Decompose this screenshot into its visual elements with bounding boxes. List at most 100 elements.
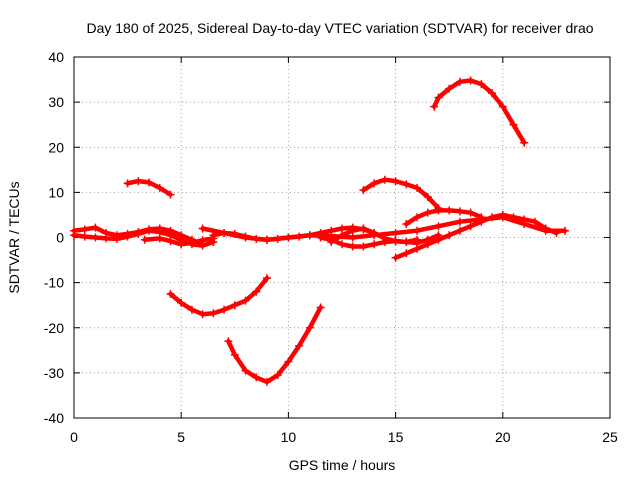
data-point bbox=[241, 232, 250, 241]
series-line-arc-5 bbox=[168, 275, 270, 317]
data-point bbox=[134, 229, 143, 238]
data-point bbox=[230, 350, 239, 359]
y-axis-label: SDTVAR / TECUs bbox=[6, 181, 22, 293]
data-point bbox=[187, 305, 196, 314]
data-point bbox=[338, 224, 346, 233]
data-point bbox=[140, 235, 149, 244]
data-point bbox=[423, 192, 432, 201]
y-tick-label: 20 bbox=[48, 139, 64, 155]
data-point bbox=[413, 226, 422, 235]
data-point bbox=[91, 233, 100, 242]
data-point bbox=[348, 242, 357, 251]
data-point bbox=[391, 253, 400, 262]
data-point bbox=[359, 242, 368, 251]
x-tick-label: 10 bbox=[281, 429, 297, 445]
y-tick-label: 40 bbox=[48, 49, 64, 65]
data-point bbox=[305, 231, 314, 240]
data-point bbox=[338, 240, 346, 249]
data-point bbox=[423, 208, 432, 217]
data-point bbox=[359, 224, 368, 233]
data-point bbox=[488, 89, 497, 98]
data-point bbox=[166, 289, 175, 298]
data-series bbox=[70, 76, 569, 386]
data-point bbox=[466, 208, 475, 217]
data-point bbox=[305, 323, 314, 332]
data-point bbox=[262, 235, 271, 244]
data-point bbox=[370, 240, 379, 249]
y-tick-label: 10 bbox=[48, 184, 64, 200]
data-point bbox=[262, 377, 271, 386]
data-point bbox=[380, 175, 389, 184]
data-point bbox=[391, 177, 400, 186]
data-point bbox=[488, 213, 497, 222]
data-point bbox=[509, 120, 518, 129]
data-point bbox=[445, 206, 454, 215]
data-point bbox=[252, 234, 261, 243]
y-tick-label: 0 bbox=[56, 230, 64, 246]
data-point bbox=[434, 206, 443, 215]
data-point bbox=[348, 226, 357, 235]
data-point bbox=[402, 219, 411, 228]
data-point bbox=[209, 309, 218, 318]
y-tick-label: -10 bbox=[44, 275, 64, 291]
data-point bbox=[541, 224, 550, 233]
data-point bbox=[155, 183, 164, 192]
data-point bbox=[198, 236, 207, 245]
data-point bbox=[498, 102, 507, 111]
data-point bbox=[370, 179, 379, 188]
data-point bbox=[370, 228, 379, 237]
chart-title: Day 180 of 2025, Sidereal Day-to-day VTE… bbox=[86, 20, 593, 36]
data-point bbox=[455, 226, 464, 235]
data-point bbox=[423, 240, 432, 249]
data-point bbox=[80, 232, 89, 241]
series-line-arc-8 bbox=[226, 305, 323, 385]
data-point bbox=[134, 177, 143, 186]
data-point bbox=[123, 232, 132, 241]
data-point bbox=[166, 190, 175, 199]
data-point bbox=[327, 238, 336, 247]
data-point bbox=[402, 180, 411, 189]
data-point bbox=[70, 231, 78, 240]
data-point bbox=[380, 234, 389, 243]
axis-ticks: 0 5 10 15 20 25 -40 -30 -20 -10 0 10 20 30 40 bbox=[44, 49, 618, 445]
data-point bbox=[284, 233, 293, 242]
data-point bbox=[359, 186, 368, 195]
x-axis-label: GPS time / hours bbox=[289, 457, 396, 473]
data-point bbox=[102, 234, 111, 243]
data-point bbox=[198, 310, 207, 319]
data-point bbox=[466, 76, 475, 85]
data-point bbox=[230, 301, 239, 310]
data-point bbox=[252, 373, 261, 382]
data-point bbox=[348, 233, 357, 242]
data-point bbox=[177, 240, 186, 249]
data-point bbox=[338, 231, 346, 240]
y-tick-label: -20 bbox=[44, 320, 64, 336]
data-point bbox=[445, 84, 454, 93]
data-point bbox=[262, 274, 271, 283]
x-tick-label: 15 bbox=[388, 429, 404, 445]
x-tick-label: 0 bbox=[70, 429, 78, 445]
data-point bbox=[477, 213, 486, 222]
data-point bbox=[123, 179, 132, 188]
data-point bbox=[434, 235, 443, 244]
series-line-arc-12 bbox=[393, 212, 559, 261]
data-point bbox=[466, 222, 475, 231]
data-point bbox=[434, 222, 443, 231]
data-point bbox=[220, 228, 229, 237]
data-point bbox=[477, 80, 486, 89]
data-point bbox=[391, 228, 400, 237]
data-point bbox=[224, 337, 233, 346]
x-tick-label: 20 bbox=[495, 429, 511, 445]
data-point bbox=[530, 217, 539, 226]
data-point bbox=[498, 210, 507, 219]
data-point bbox=[455, 77, 464, 86]
data-point bbox=[455, 217, 464, 226]
data-point bbox=[413, 213, 422, 222]
data-point bbox=[273, 234, 282, 243]
data-point bbox=[145, 226, 154, 235]
data-point bbox=[91, 223, 100, 232]
data-point bbox=[391, 237, 400, 246]
data-point bbox=[209, 231, 218, 240]
data-point bbox=[252, 287, 261, 296]
data-point bbox=[445, 231, 454, 240]
